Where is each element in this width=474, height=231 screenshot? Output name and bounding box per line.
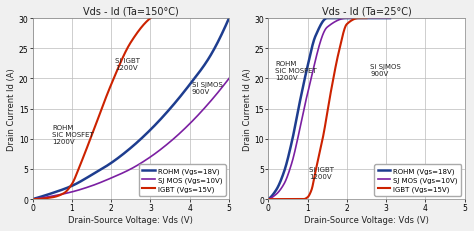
Text: ROHM
SiC MOSFET
1200V: ROHM SiC MOSFET 1200V <box>52 124 94 144</box>
Text: Si SJMOS
900V: Si SJMOS 900V <box>370 64 401 77</box>
Title: Vds - Id (Ta=150°C): Vds - Id (Ta=150°C) <box>83 7 179 17</box>
Text: Si IGBT
1200V: Si IGBT 1200V <box>115 58 140 71</box>
Y-axis label: Drain Current Id (A): Drain Current Id (A) <box>243 68 252 150</box>
Title: Vds - Id (Ta=25°C): Vds - Id (Ta=25°C) <box>321 7 411 17</box>
Text: Si IGBT
1200V: Si IGBT 1200V <box>310 166 335 179</box>
Text: Si SJMOS
900V: Si SJMOS 900V <box>191 82 222 95</box>
X-axis label: Drain-Source Voltage: Vds (V): Drain-Source Voltage: Vds (V) <box>68 215 193 224</box>
X-axis label: Drain-Source Voltage: Vds (V): Drain-Source Voltage: Vds (V) <box>304 215 429 224</box>
Legend: ROHM (Vgs=18V), SJ MOS (Vgs=10V), IGBT (Vgs=15V): ROHM (Vgs=18V), SJ MOS (Vgs=10V), IGBT (… <box>374 165 461 196</box>
Text: ROHM
SiC MOSFET
1200V: ROHM SiC MOSFET 1200V <box>275 61 317 81</box>
Legend: ROHM (Vgs=18V), SJ MOS (Vgs=10V), IGBT (Vgs=15V): ROHM (Vgs=18V), SJ MOS (Vgs=10V), IGBT (… <box>139 165 226 196</box>
Y-axis label: Drain Current Id (A): Drain Current Id (A) <box>7 68 16 150</box>
